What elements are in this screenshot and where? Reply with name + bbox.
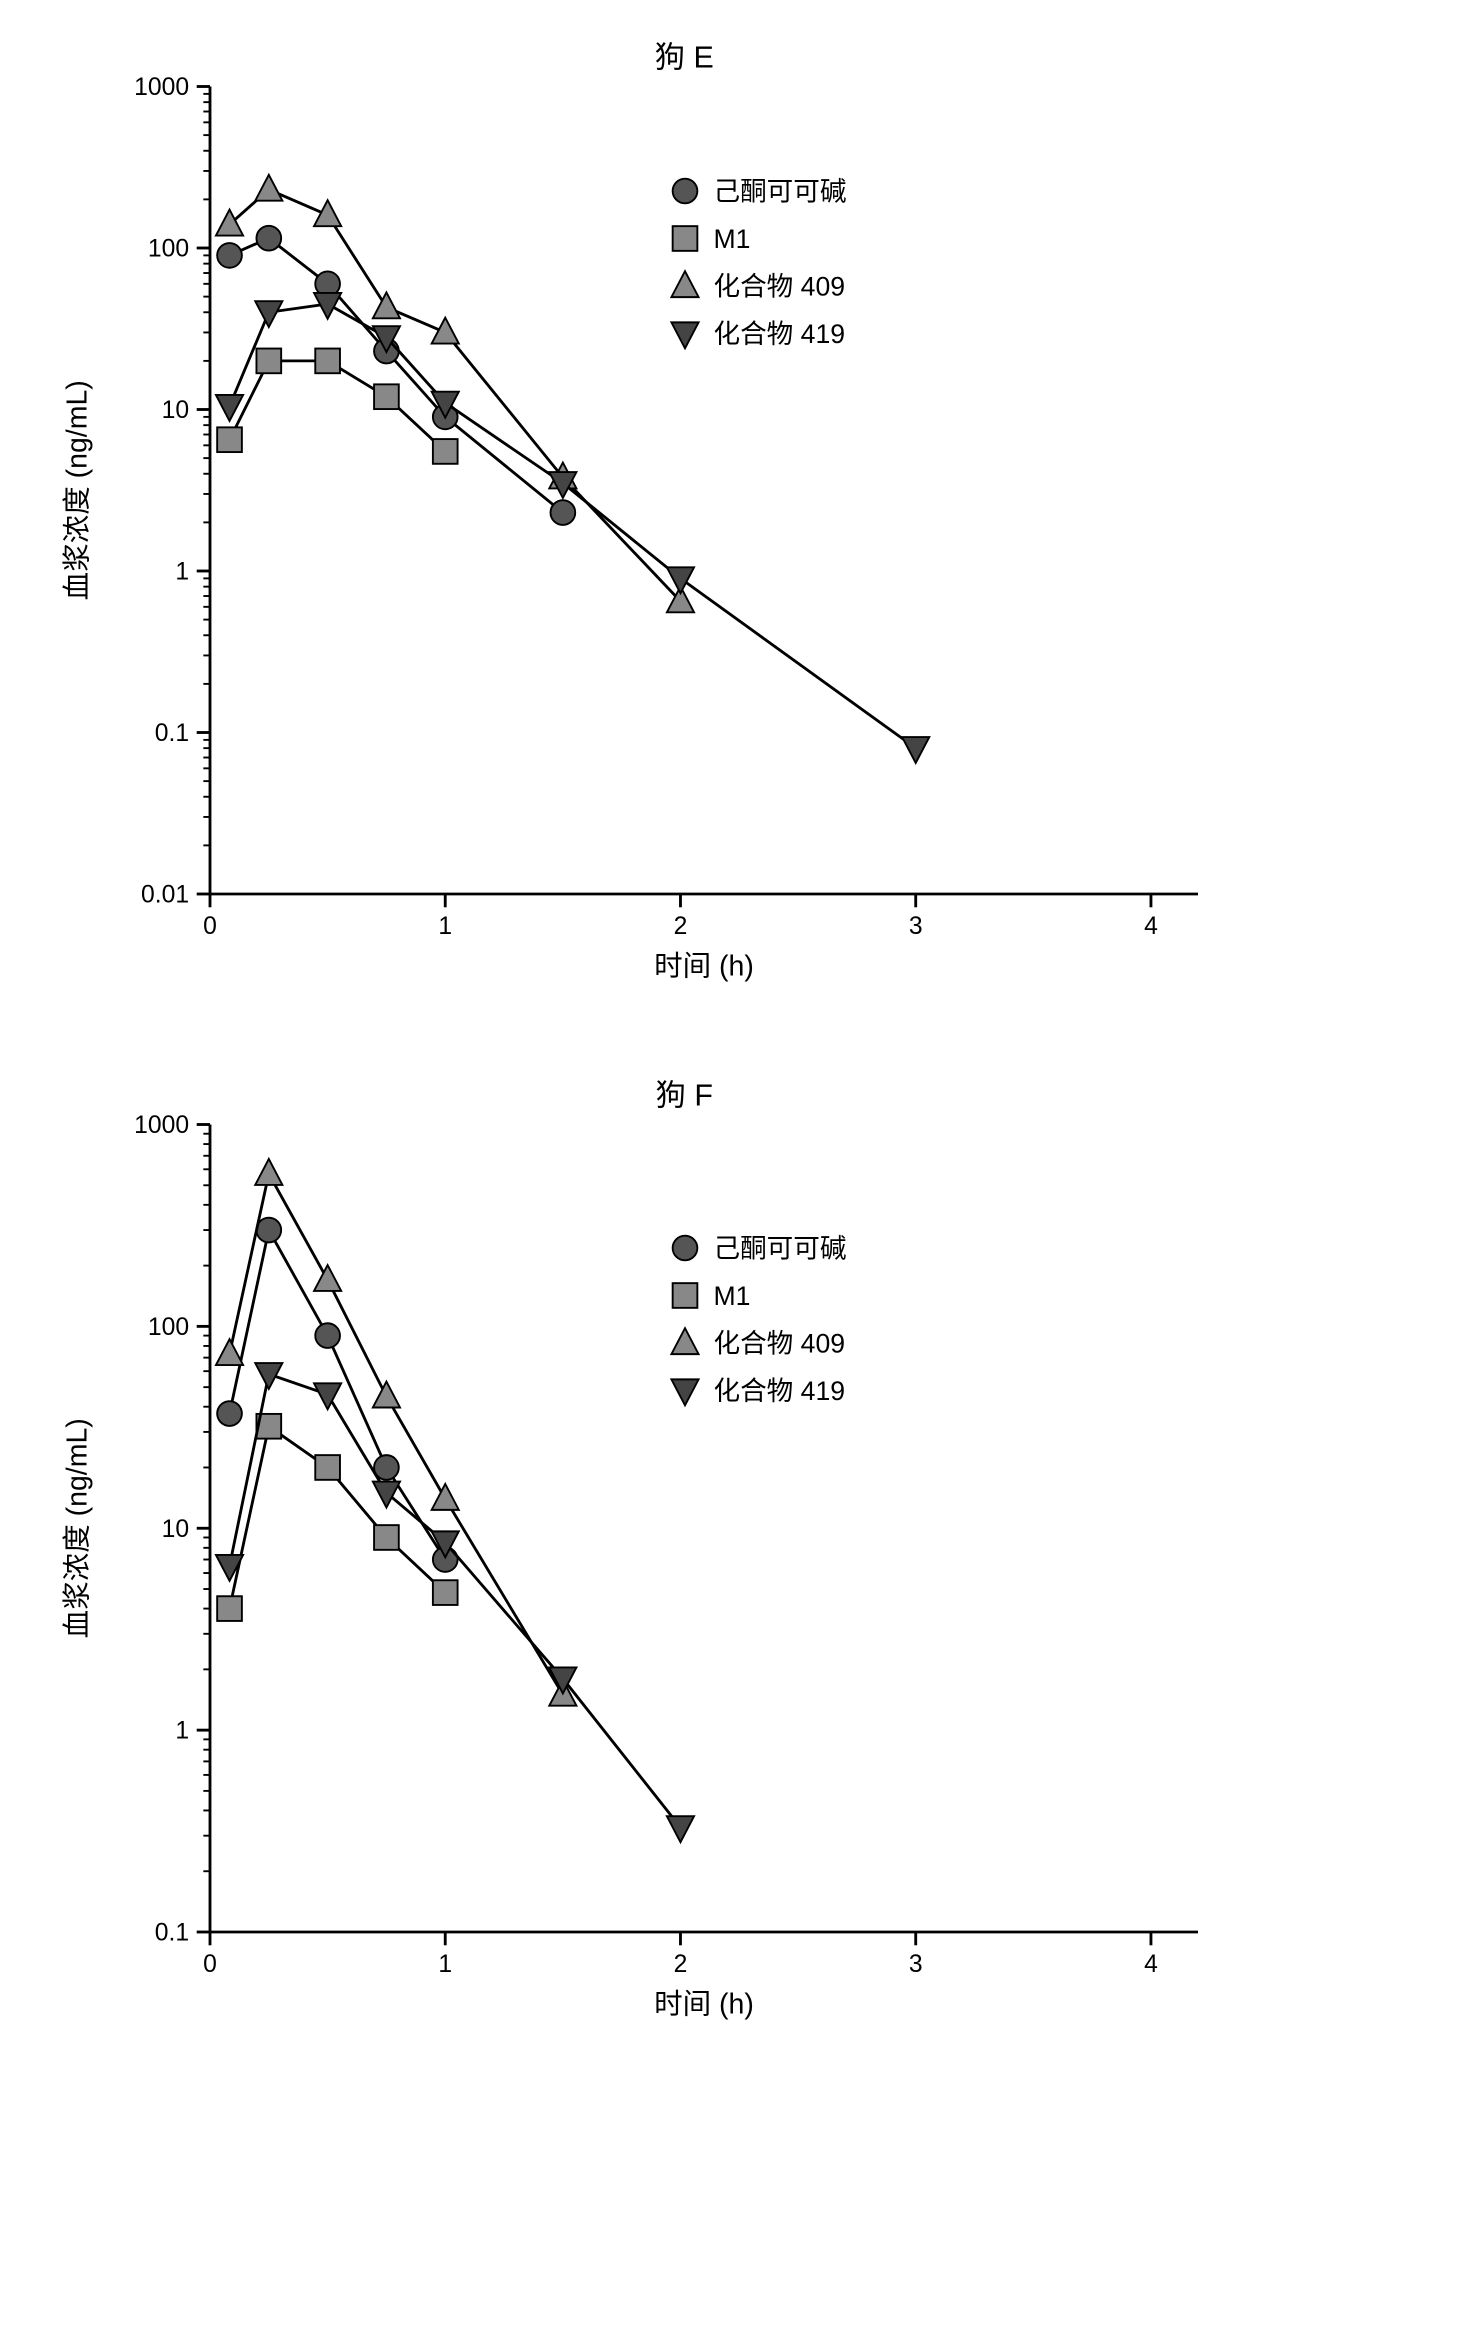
y-tick-label: 1000 xyxy=(134,74,189,101)
x-tick-label: 3 xyxy=(909,913,923,940)
x-tick-label: 4 xyxy=(1144,913,1158,940)
y-tick-label: 0.01 xyxy=(141,882,189,909)
series-line xyxy=(230,1426,446,1608)
x-tick-label: 2 xyxy=(674,1950,688,1977)
y-tick-label: 10 xyxy=(162,397,189,424)
legend-label: 化合物 419 xyxy=(714,1376,846,1406)
legend-label: 化合物 409 xyxy=(714,272,846,302)
y-tick-label: 100 xyxy=(148,236,189,263)
y-tick-label: 0.1 xyxy=(155,720,189,747)
x-tick-label: 1 xyxy=(438,913,452,940)
x-tick-label: 4 xyxy=(1144,1950,1158,1977)
y-tick-label: 100 xyxy=(148,1313,189,1340)
y-axis-label: 血浆浓度 (ng/mL) xyxy=(62,1418,94,1638)
legend-label: M1 xyxy=(714,1281,751,1311)
x-axis-label: 时间 (h) xyxy=(654,951,754,983)
y-tick-label: 1000 xyxy=(134,1112,189,1139)
y-tick-label: 10 xyxy=(162,1515,189,1542)
legend-label: 化合物 409 xyxy=(714,1328,846,1358)
chart-title: 狗 E xyxy=(655,41,714,75)
legend-label: M1 xyxy=(714,224,751,254)
x-tick-label: 2 xyxy=(674,913,688,940)
chart-svg: 0.01 0.1 1 10 100 1000 0 1 2 3 4 狗 E 时间 (h) 血浆浓度 (ng/… xyxy=(20,20,1255,1018)
charts-root: 0.010.1110100100001234狗 E时间 (h)血浆浓度 (ng/… xyxy=(20,20,1442,2055)
series-line xyxy=(230,361,446,452)
x-tick-label: 3 xyxy=(909,1950,923,1977)
x-tick-label: 1 xyxy=(438,1950,452,1977)
series-line xyxy=(230,1230,446,1559)
legend-label: 己酮可可碱 xyxy=(714,1233,847,1263)
legend-label: 己酮可可碱 xyxy=(714,177,847,207)
chart-panel: 0.1 1 10 100 1000 0 1 2 3 4 狗 F 时间 (h) 血浆浓度 (ng/mL) 己… xyxy=(20,1058,1442,2056)
chart-svg: 0.1 1 10 100 1000 0 1 2 3 4 狗 F 时间 (h) 血浆浓度 (ng/mL) 己… xyxy=(20,1058,1255,2056)
y-tick-label: 0.1 xyxy=(155,1919,189,1946)
y-tick-label: 1 xyxy=(175,1717,189,1744)
legend-label: 化合物 419 xyxy=(714,319,846,349)
y-tick-label: 1 xyxy=(175,559,189,586)
x-tick-label: 0 xyxy=(203,1950,217,1977)
chart-title: 狗 F xyxy=(656,1078,713,1112)
x-tick-label: 0 xyxy=(203,913,217,940)
y-axis-label: 血浆浓度 (ng/mL) xyxy=(62,380,94,600)
chart-panel: 0.01 0.1 1 10 100 1000 0 1 2 3 4 狗 E 时间 (h) 血浆浓度 (ng/… xyxy=(20,20,1442,1018)
x-axis-label: 时间 (h) xyxy=(654,1988,754,2020)
series-line xyxy=(230,238,563,512)
